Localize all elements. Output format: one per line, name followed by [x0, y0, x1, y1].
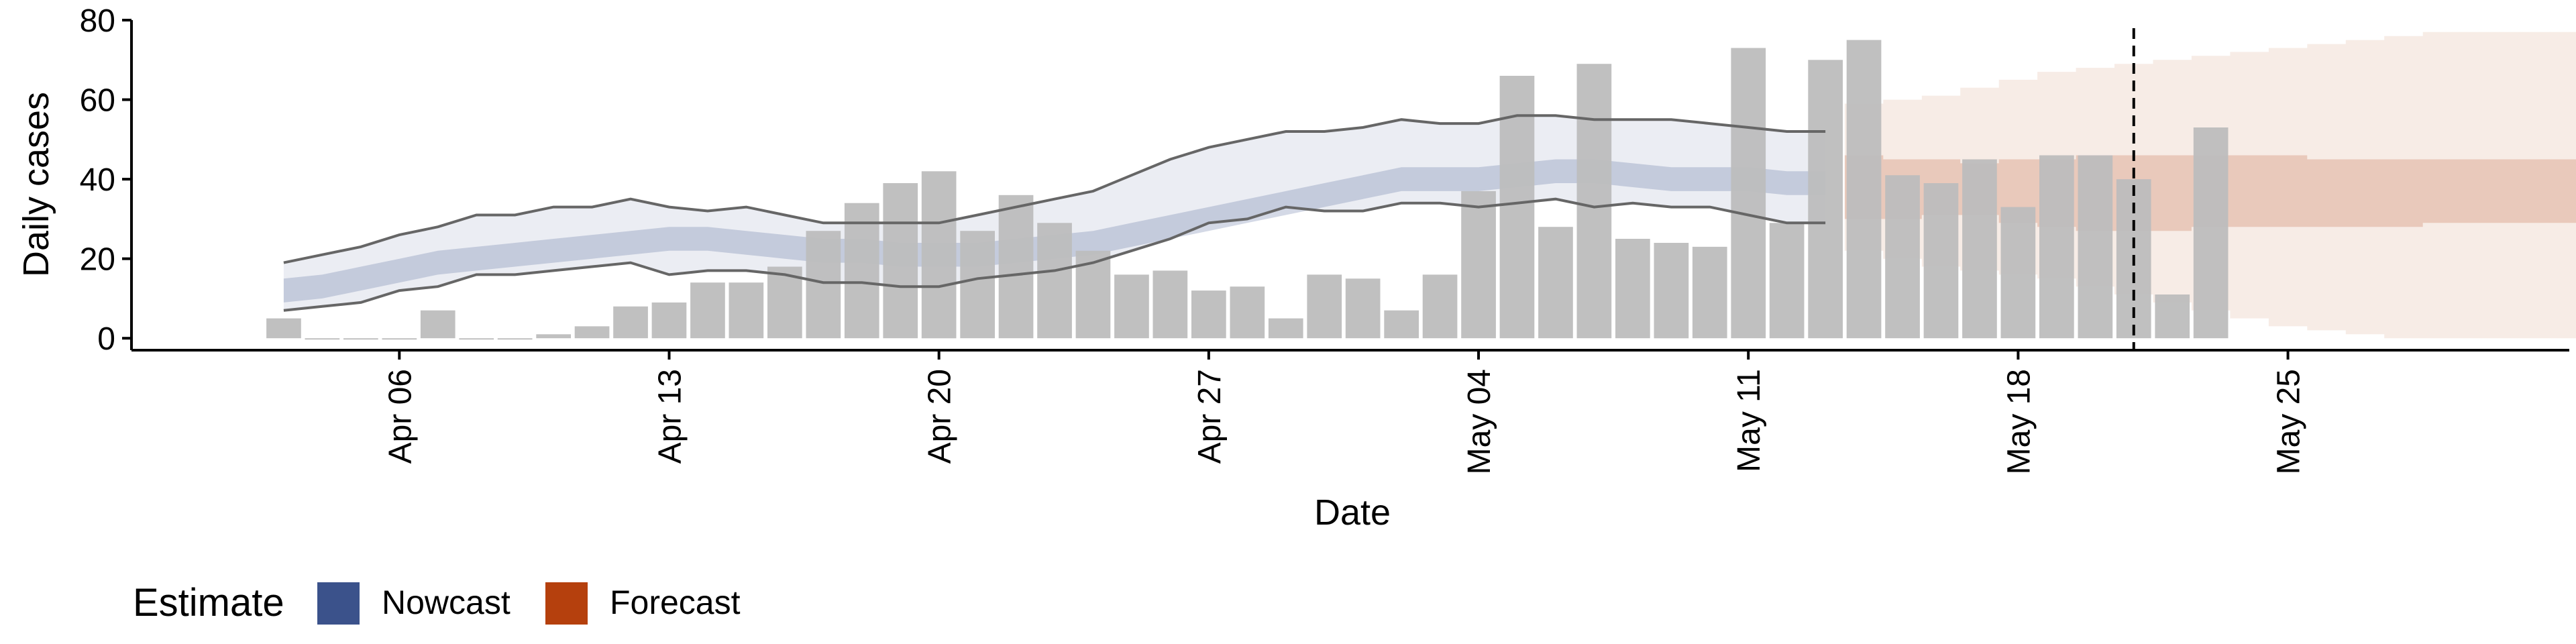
legend: Estimate Nowcast Forecast: [133, 581, 741, 625]
x-tick-label: Apr 06: [382, 369, 418, 464]
nowcast-outer-band: [283, 115, 1826, 311]
bar: [921, 171, 957, 339]
bar: [729, 282, 764, 339]
nowcast-upper-line: [283, 114, 1826, 264]
y-tick-label: 40: [80, 162, 115, 198]
x-tick-label: May 25: [2271, 369, 2307, 474]
x-tick-label: Apr 13: [653, 369, 688, 464]
bar: [767, 266, 802, 339]
axes: [130, 20, 2569, 352]
bar: [883, 183, 918, 339]
bar: [1152, 270, 1188, 339]
bar: [459, 338, 494, 340]
bar: [960, 231, 995, 339]
bar: [1576, 64, 1612, 339]
bar: [1769, 223, 1805, 339]
bar: [1654, 243, 1689, 339]
bar: [1307, 274, 1342, 339]
bar: [1037, 223, 1072, 339]
y-tick-label: 0: [97, 321, 115, 357]
bar: [613, 306, 648, 339]
bar: [1808, 60, 1843, 339]
y-tick-label: 20: [80, 242, 115, 278]
bar: [651, 302, 687, 339]
bar: [1846, 40, 1882, 339]
bar: [806, 231, 841, 339]
x-tick-label: Apr 20: [922, 369, 958, 464]
bar: [1923, 183, 1959, 339]
bar: [1345, 278, 1381, 339]
bar: [2078, 155, 2113, 339]
bar: [1731, 48, 1766, 339]
y-tick-label: 60: [80, 83, 115, 119]
legend-label-nowcast: Nowcast: [382, 584, 511, 621]
bar: [1461, 191, 1496, 339]
bar: [2000, 207, 2036, 339]
bar: [844, 203, 879, 339]
x-tick-label: May 11: [1731, 369, 1767, 472]
bar: [343, 338, 378, 340]
case-bars: [266, 40, 2229, 340]
bar: [1885, 175, 1920, 339]
y-axis-ticks: 0 20 40 60 80: [80, 3, 131, 357]
bar: [1422, 274, 1458, 339]
nowcast-inner-band: [283, 159, 1826, 303]
bar: [266, 318, 301, 339]
y-axis-title: Daily cases: [16, 92, 56, 277]
nowcast-lower-line: [283, 197, 1826, 312]
legend-swatch-nowcast: [317, 582, 360, 625]
legend-swatch-forecast: [545, 582, 588, 625]
bar: [1230, 286, 1265, 339]
bar: [1114, 274, 1149, 339]
bar: [1615, 239, 1650, 339]
bar: [998, 195, 1034, 339]
bar: [690, 282, 725, 339]
bar: [574, 326, 610, 339]
bar: [1538, 227, 1573, 339]
bar: [2039, 155, 2074, 339]
x-tick-label: May 04: [1462, 369, 1497, 474]
bar: [536, 334, 571, 339]
bar: [305, 338, 340, 340]
bar: [1499, 76, 1535, 339]
bar: [497, 338, 533, 340]
x-axis-ticks: Apr 06 Apr 13 Apr 20 Apr 27 May 04 May 11 May …: [382, 350, 2307, 474]
y-tick-label: 80: [80, 3, 115, 39]
bar: [1692, 246, 1727, 339]
bar: [382, 338, 417, 340]
x-tick-label: Apr 27: [1192, 369, 1228, 464]
x-axis-title: Date: [1314, 492, 1391, 533]
bar: [1268, 318, 1303, 339]
bar: [2193, 127, 2229, 339]
x-tick-label: May 18: [2001, 369, 2037, 474]
bar: [1191, 290, 1226, 339]
bar: [1962, 159, 1997, 339]
nowcast-interval-lines: [283, 114, 1826, 312]
legend-label-forecast: Forecast: [610, 584, 741, 621]
legend-title: Estimate: [133, 581, 284, 625]
bar: [1384, 310, 1419, 339]
bar: [420, 310, 455, 339]
bar: [2155, 294, 2190, 339]
